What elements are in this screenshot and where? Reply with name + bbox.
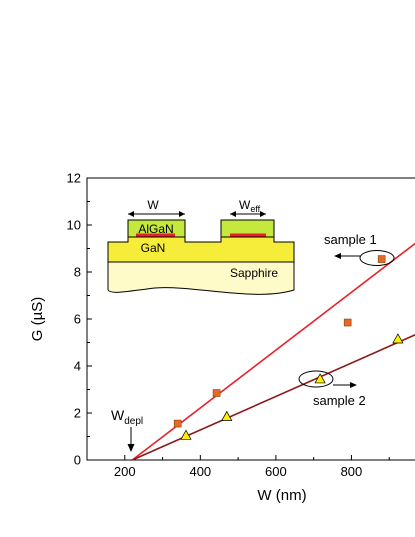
inset-weff-label: Weff bbox=[239, 198, 261, 214]
channel-left bbox=[136, 233, 175, 237]
weff-arrow-left-icon bbox=[230, 211, 236, 217]
wdepl-label: Wdepl bbox=[111, 407, 143, 427]
data-point-square bbox=[212, 389, 221, 397]
data-point-triangle bbox=[221, 410, 233, 421]
sample1-arrow-icon bbox=[334, 253, 341, 259]
y-tick-label: 0 bbox=[74, 453, 81, 468]
y-tick-label: 2 bbox=[74, 406, 81, 421]
y-tick-label: 10 bbox=[67, 218, 81, 233]
y-tick-label: 4 bbox=[74, 359, 81, 374]
sample1-label: sample 1 bbox=[324, 232, 377, 247]
y-tick-label: 12 bbox=[67, 171, 81, 186]
inset-algan-label: AlGaN bbox=[138, 222, 173, 236]
y-axis-label: G (µS) bbox=[29, 297, 46, 341]
y-tick-label: 6 bbox=[74, 312, 81, 327]
inset-gan-label: GaN bbox=[141, 241, 166, 255]
data-markers bbox=[173, 255, 404, 440]
channel-right bbox=[230, 233, 266, 237]
data-point-triangle bbox=[392, 333, 404, 344]
sample2-label: sample 2 bbox=[313, 393, 366, 408]
inset-schematic: W Weff AlGaN GaN Sapphire bbox=[107, 198, 295, 295]
sapphire-substrate bbox=[107, 261, 295, 295]
data-point-square bbox=[343, 318, 352, 327]
gan-layer bbox=[107, 236, 295, 263]
x-axis-label: W (nm) bbox=[257, 487, 306, 504]
x-tick-label: 200 bbox=[114, 464, 136, 479]
y-tick-label: 8 bbox=[74, 265, 81, 280]
wdepl-arrow-icon bbox=[127, 444, 135, 452]
sample2-arrow-icon bbox=[350, 382, 357, 388]
x-tick-label: 600 bbox=[265, 464, 287, 479]
weff-arrow-right-icon bbox=[260, 211, 266, 217]
algan-mesa-left bbox=[127, 219, 186, 238]
data-point-square bbox=[377, 255, 386, 263]
w-arrow-right-icon bbox=[179, 211, 185, 217]
x-tick-label: 800 bbox=[341, 464, 363, 479]
inset-sapphire-label: Sapphire bbox=[230, 266, 278, 280]
fit-line-series-2 bbox=[132, 334, 415, 461]
data-point-square bbox=[173, 419, 182, 428]
data-point-triangle bbox=[180, 429, 192, 440]
data-point-triangle bbox=[314, 373, 326, 384]
sample2-ellipse bbox=[298, 370, 334, 388]
w-arrow-left-icon bbox=[128, 211, 134, 217]
x-tick-label: 400 bbox=[189, 464, 211, 479]
axes: 200 400 600 800 10 0 2 4 6 8 10 12 W (nm) G (µS) bbox=[29, 171, 415, 504]
sample1-ellipse bbox=[359, 250, 395, 266]
annotations: Wdepl sample 1 sample 2 bbox=[111, 232, 395, 452]
y-axis-ticks: 0 2 4 6 8 10 12 bbox=[67, 171, 92, 468]
inset-w-label: W bbox=[147, 198, 159, 212]
algan-mesa-right bbox=[220, 219, 275, 238]
